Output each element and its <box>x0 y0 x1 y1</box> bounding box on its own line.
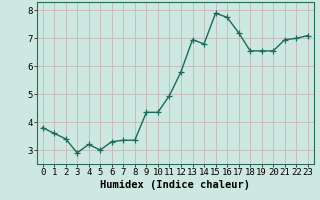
X-axis label: Humidex (Indice chaleur): Humidex (Indice chaleur) <box>100 180 250 190</box>
